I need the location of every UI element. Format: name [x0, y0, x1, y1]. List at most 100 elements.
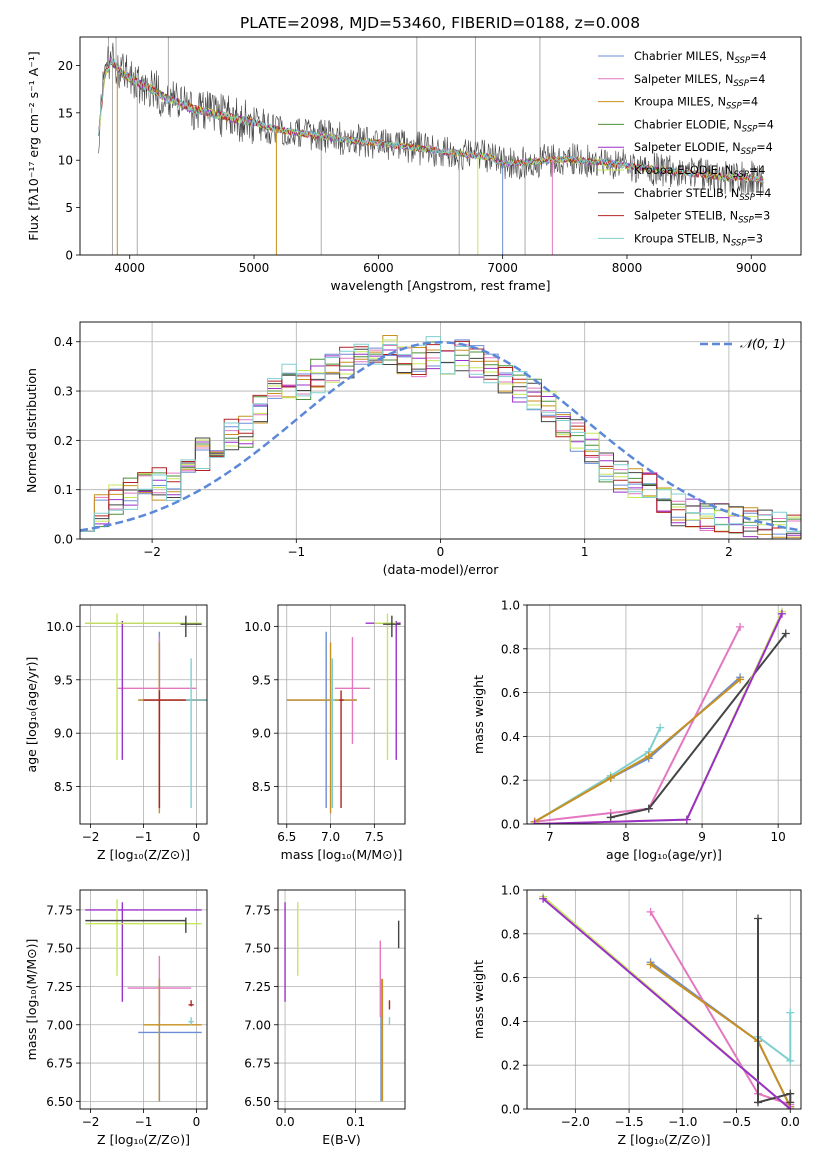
panel-mass-vs-Z: −2 −1 0 6.50 6.75 7.00 7.25 7.50 7.75 Z [log₁₀(Z/…: [24, 889, 208, 1147]
legend-label: Chabrier ELODIE, NSSP=4: [634, 118, 774, 134]
legend-label: Salpeter MILES, NSSP=4: [634, 73, 765, 89]
mass-weight-point: [644, 752, 653, 761]
y-tick-label: 7.00: [46, 1018, 73, 1032]
gaussian-curve: [80, 340, 801, 532]
mass-weight-line: [542, 898, 791, 1109]
mass-weight-point: [736, 675, 745, 684]
x-tick-label: −2: [82, 830, 100, 844]
y-tick-label: 7.75: [46, 903, 73, 917]
spectrum-line: [98, 59, 764, 185]
x-tick-label: 7000: [487, 261, 518, 275]
mass-weight-point: [781, 629, 790, 638]
x-tick-label: 0: [193, 1115, 201, 1129]
x-axis-label: E(B-V): [322, 1132, 361, 1147]
y-tick-label: 10: [58, 154, 73, 168]
x-tick-label: −2: [82, 1115, 100, 1129]
legend-label: Chabrier STELIB, NSSP=4: [634, 187, 771, 203]
x-tick-label: 10: [771, 830, 786, 844]
axes-frame: [277, 604, 406, 825]
y-tick-label: 0.2: [54, 434, 73, 448]
axes-frame: [526, 604, 802, 825]
x-tick-label: 0.0: [781, 1115, 800, 1129]
mass-weight-line: [534, 611, 783, 824]
plot-area: [286, 613, 401, 814]
y-tick-label: 6.50: [46, 1095, 73, 1109]
mass-weight-point: [786, 1056, 795, 1065]
mass-weight-line: [534, 676, 741, 823]
mass-weight-point: [606, 813, 615, 822]
y-tick-label: 6.75: [46, 1057, 73, 1071]
x-tick-label: 9: [698, 830, 706, 844]
axes-frame: [79, 321, 802, 540]
x-tick-label: 6000: [363, 261, 394, 275]
mass-weight-point: [777, 609, 786, 618]
mass-weight-line: [534, 727, 662, 823]
gaussian-legend-label: 𝒩(0, 1): [740, 336, 786, 351]
x-tick-label: 4000: [114, 261, 145, 275]
panel-spectrum: 4000 5000 6000 7000 8000 9000 0 5 10 15 20 waveleng…: [26, 36, 802, 293]
x-tick-label: −0.5: [722, 1115, 751, 1129]
spectrum-legend: Chabrier MILES, NSSP=4 Salpeter MILES, NS…: [598, 50, 774, 248]
y-tick-label: 0.0: [501, 1103, 520, 1117]
y-tick-label: 0.2: [501, 774, 520, 788]
spectrum-line: [98, 42, 764, 198]
y-tick-label: 9.0: [54, 727, 73, 741]
x-tick-label: 7.0: [321, 830, 340, 844]
x-tick-label: −1: [287, 545, 305, 559]
x-tick-label: −2.0: [561, 1115, 590, 1129]
y-tick-label: 0.2: [501, 1059, 520, 1073]
panel-mass-weight-vs-Z: −2.0 −1.5 −1.0 −0.5 0.0 0.0 0.2 0.4 0.6 0.8 1.0 Z […: [471, 884, 802, 1147]
y-tick-label: 0.4: [54, 335, 73, 349]
panel-mass-vs-EBV: 0.0 0.1 6.50 6.75 7.00 7.25 7.50 7.75 E(B-V): [244, 889, 406, 1147]
x-tick-label: 6.5: [277, 830, 296, 844]
y-tick-label: 7.50: [244, 942, 271, 956]
axes-frame: [277, 889, 406, 1110]
legend-label: Salpeter STELIB, NSSP=3: [634, 210, 770, 226]
panel-residual-histogram: −2 −1 0 1 2 0.0 0.1 0.2 0.3 0.4 (data-model)/error…: [24, 321, 802, 577]
histogram-series: [80, 336, 801, 539]
mass-weight-point: [646, 907, 655, 916]
mass-weight-line: [757, 918, 792, 1104]
x-axis-label: Z [log₁₀(Z/Z⊙)]: [97, 847, 190, 862]
x-tick-label: −2: [143, 545, 161, 559]
legend-label: Kroupa STELIB, NSSP=3: [634, 232, 763, 248]
y-axis-label: mass weight: [471, 675, 486, 754]
panel-age-vs-Z: −2 −1 0 8.5 9.0 9.5 10.0 Z [log₁₀(Z/Z⊙)] age [lo…: [24, 604, 208, 862]
y-tick-label: 0.4: [501, 1015, 520, 1029]
y-axis-label: Flux [fλ10⁻¹⁷ erg cm⁻² s⁻¹ A⁻¹]: [26, 51, 41, 240]
y-axis-label: mass weight: [471, 960, 486, 1039]
x-axis-label: wavelength [Angstrom, rest frame]: [330, 278, 550, 293]
x-tick-label: −1.0: [668, 1115, 697, 1129]
legend-label: Kroupa MILES, NSSP=4: [634, 96, 758, 112]
panel-age-vs-mass: 6.5 7.0 7.5 8.5 9.0 9.5 10.0 mass [log₁₀(M/M⊙)]: [244, 604, 406, 862]
plot-area: [85, 899, 202, 1102]
y-tick-label: 0.6: [501, 971, 520, 985]
y-tick-label: 6.75: [244, 1057, 271, 1071]
y-tick-label: 0.8: [501, 642, 520, 656]
x-axis-label: (data-model)/error: [383, 562, 500, 577]
mass-weight-point: [646, 960, 655, 969]
x-tick-label: 1: [581, 545, 589, 559]
mass-weight-point: [754, 914, 763, 923]
y-tick-label: 20: [58, 59, 73, 73]
axes-frame: [526, 889, 802, 1110]
y-tick-label: 7.25: [46, 980, 73, 994]
mass-weight-point: [754, 1098, 763, 1107]
mass-weight-point: [644, 804, 653, 813]
y-tick-label: 6.50: [244, 1095, 271, 1109]
mass-weight-point: [786, 1105, 795, 1109]
x-tick-label: 0: [193, 830, 201, 844]
y-tick-label: 0.0: [54, 533, 73, 547]
legend-label: Chabrier MILES, NSSP=4: [634, 50, 767, 66]
plot-area: [539, 892, 795, 1109]
y-tick-label: 7.75: [244, 903, 271, 917]
legend-label: Kroupa ELODIE, NSSP=4: [634, 164, 765, 180]
y-tick-label: 8.5: [252, 780, 271, 794]
mass-weight-point: [786, 1089, 795, 1098]
y-tick-label: 0.1: [54, 483, 73, 497]
x-axis-label: age [log₁₀(age/yr)]: [606, 847, 722, 862]
axes-frame: [79, 36, 802, 256]
spectrum-line: [98, 58, 764, 184]
mass-weight-point: [656, 723, 665, 732]
